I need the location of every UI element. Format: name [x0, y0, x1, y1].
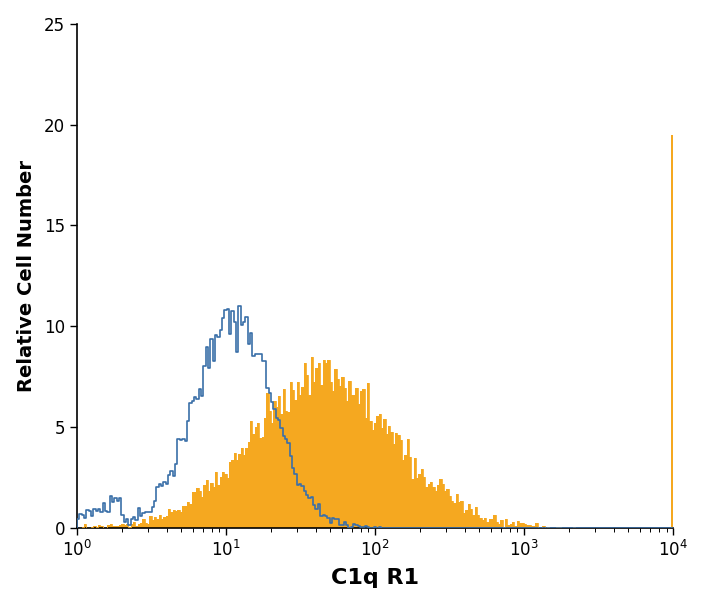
X-axis label: C1q R1: C1q R1 [331, 568, 419, 588]
Y-axis label: Relative Cell Number: Relative Cell Number [17, 160, 36, 392]
Polygon shape [77, 135, 673, 528]
